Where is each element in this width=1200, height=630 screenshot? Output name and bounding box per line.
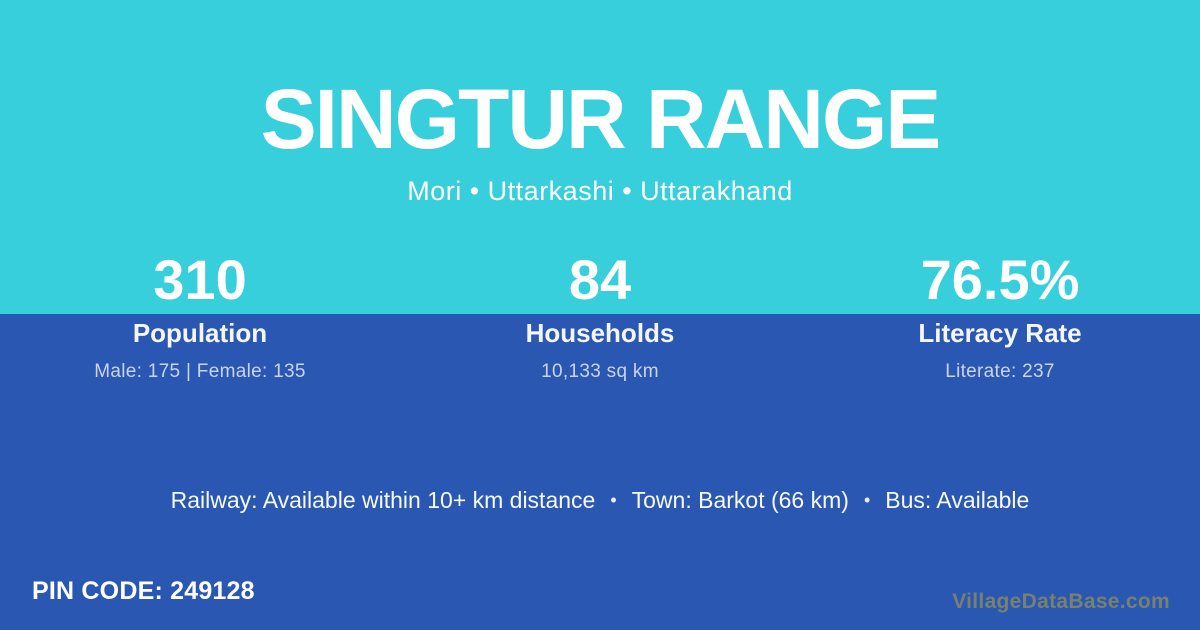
literacy-value: 76.5%: [920, 248, 1080, 311]
literacy-label: Literacy Rate: [918, 318, 1082, 348]
dot-separator: •: [863, 490, 871, 510]
households-label: Households: [525, 318, 675, 348]
population-label: Population: [132, 318, 268, 348]
town-info: Town: Barkot (66 km): [631, 487, 849, 513]
stat-literacy: 76.5% Literacy Rate Literate: 237: [800, 246, 1200, 383]
railway-info: Railway: Available within 10+ km distanc…: [170, 487, 596, 513]
stats-row: 310 Population Male: 175 | Female: 135 8…: [0, 246, 1200, 383]
header-section: SINGTUR RANGE Mori • Uttarkashi • Uttara…: [0, 0, 1200, 314]
population-value: 310: [153, 248, 247, 311]
location-breadcrumb: Mori • Uttarkashi • Uttarakhand: [407, 176, 793, 206]
watermark: VillageDataBase.com: [952, 590, 1170, 613]
bus-info: Bus: Available: [885, 487, 1030, 513]
stat-population: 310 Population Male: 175 | Female: 135: [0, 246, 400, 383]
households-value: 84: [568, 248, 632, 311]
stat-households: 84 Households 10,133 sq km: [400, 246, 800, 383]
population-detail: Male: 175 | Female: 135: [94, 361, 306, 382]
literacy-detail: Literate: 237: [945, 361, 1055, 382]
facilities-line: Railway: Available within 10+ km distanc…: [0, 486, 1200, 514]
page-title: SINGTUR RANGE: [260, 72, 942, 166]
households-detail: 10,133 sq km: [541, 361, 659, 382]
dot-separator: •: [610, 490, 617, 510]
pin-code: PIN CODE: 249128: [32, 577, 255, 605]
